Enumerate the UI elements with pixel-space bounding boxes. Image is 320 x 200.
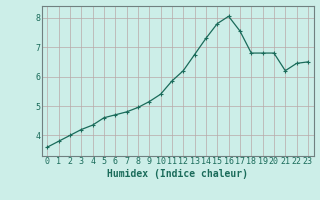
X-axis label: Humidex (Indice chaleur): Humidex (Indice chaleur)	[107, 169, 248, 179]
